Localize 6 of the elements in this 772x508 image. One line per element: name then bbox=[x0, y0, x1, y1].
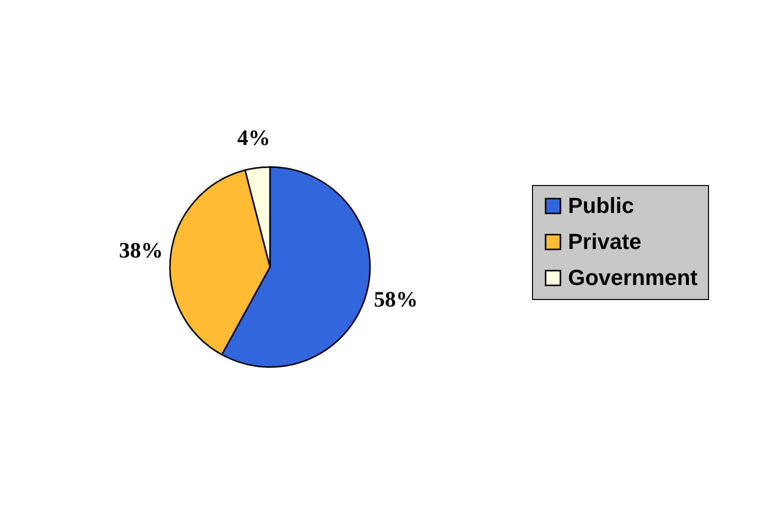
legend-label: Private bbox=[568, 229, 642, 254]
legend-label: Government bbox=[568, 265, 698, 290]
legend-label: Public bbox=[568, 193, 634, 218]
data-label: 38% bbox=[119, 238, 164, 263]
data-label: 58% bbox=[374, 286, 418, 312]
data-label: 4% bbox=[237, 125, 270, 150]
